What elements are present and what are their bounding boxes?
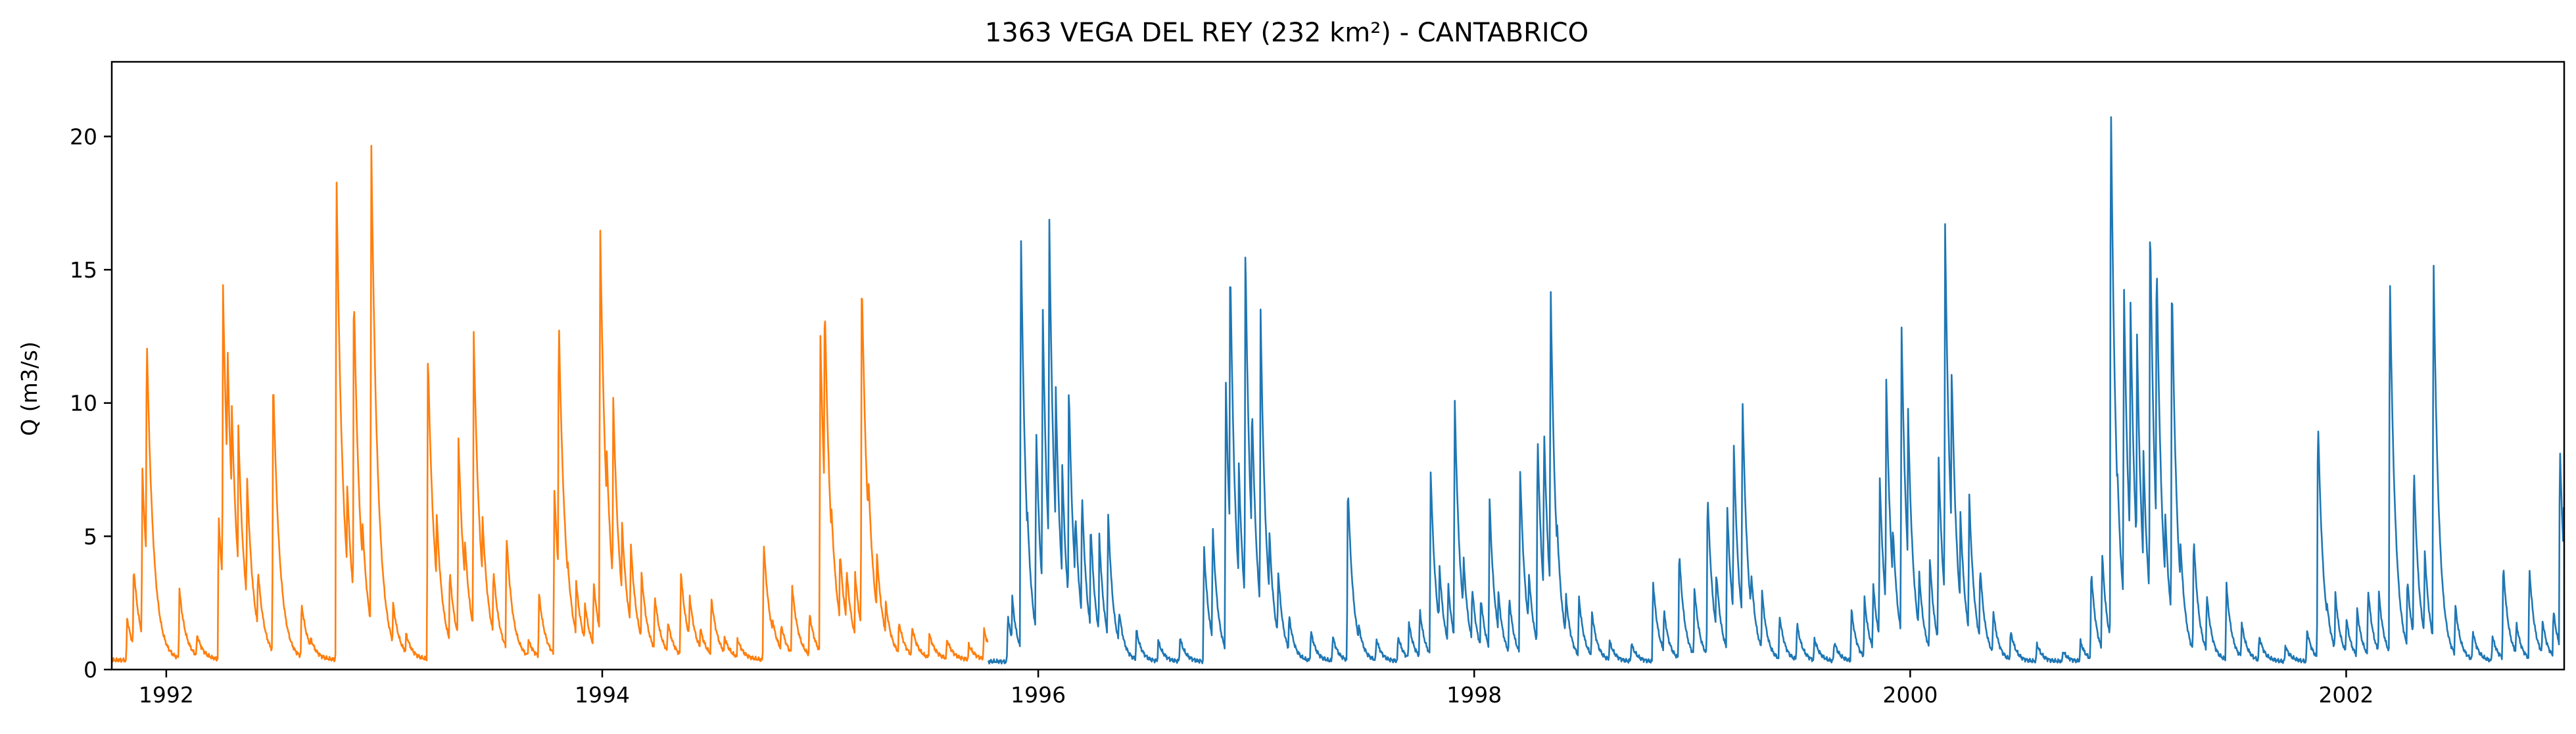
- y-tick-label: 5: [83, 524, 97, 549]
- y-tick-label: 0: [83, 657, 97, 683]
- y-axis-ticks: 0 5 10 15 20: [70, 124, 112, 683]
- y-axis-label: Q (m3/s): [16, 341, 42, 436]
- y-tick-label: 20: [70, 124, 97, 149]
- x-tick-label: 1996: [1011, 682, 1066, 708]
- x-tick-label: 1998: [1446, 682, 1502, 708]
- y-tick-label: 10: [70, 391, 97, 416]
- series-line-0: [112, 145, 989, 663]
- x-tick-label: 1994: [575, 682, 630, 708]
- x-tick-label: 2000: [1882, 682, 1938, 708]
- x-axis-ticks: 1992 1994 1996 1998 2000 2002: [139, 670, 2373, 708]
- y-tick-label: 15: [70, 257, 97, 283]
- plot-frame: [110, 61, 2565, 671]
- series-layer: [112, 116, 2564, 665]
- x-tick-label: 2002: [2318, 682, 2373, 708]
- x-tick-label: 1992: [139, 682, 194, 708]
- chart-title: 1363 VEGA DEL REY (232 km²) - CANTABRICO: [985, 18, 1588, 48]
- series-line-1: [987, 116, 2564, 665]
